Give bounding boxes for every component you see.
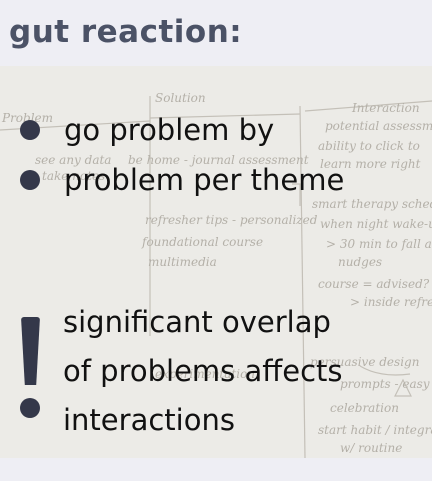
note-line: of problems affects	[63, 354, 343, 388]
scribble: nudges	[338, 255, 382, 269]
scribble: experimentation	[155, 367, 255, 381]
pencil-sketch: Solution Problem Interaction potential a…	[0, 91, 432, 458]
bullet-item: problem per theme	[0, 162, 344, 198]
scribble: Problem	[1, 111, 53, 125]
bullet-text: go problem by	[64, 113, 275, 147]
scribble: be home - journal assessment	[128, 153, 309, 167]
scribble: start habit / integrate	[318, 423, 432, 437]
note-line: interactions	[63, 403, 235, 437]
scribble: Solution	[155, 91, 206, 105]
scribble: learn more right	[320, 157, 421, 171]
scribble: multimedia	[148, 255, 217, 269]
scribble: celebration	[330, 401, 399, 415]
scribble: Interaction	[351, 101, 420, 115]
bullet-dot-icon	[20, 170, 40, 190]
scribble: > 30 min to fall asleep	[326, 237, 432, 251]
scribble: course = advised?	[318, 277, 430, 291]
bullet-text: problem per theme	[64, 163, 345, 197]
bullet-dot-icon	[20, 120, 40, 140]
scribble: when night wake-ups	[320, 217, 432, 231]
scribble: prompts - easy	[340, 377, 430, 391]
exclamation-icon	[20, 317, 41, 418]
scribble: take notes	[42, 169, 105, 183]
whiteboard-photo: Solution Problem Interaction potential a…	[0, 66, 432, 458]
scribble: refresher tips - personalized	[145, 213, 318, 227]
overlap-note: significant overlap of problems affects …	[63, 298, 343, 445]
slide-title: gut reaction:	[9, 14, 243, 50]
note-line: significant overlap	[63, 305, 331, 339]
scribble: > inside refresher	[350, 295, 432, 309]
scribble: see any data	[35, 153, 111, 167]
scribble: foundational course	[141, 235, 263, 249]
scribble: ability to click to	[318, 139, 420, 153]
scribble: potential assessment	[325, 119, 432, 133]
bullet-item: go problem by	[0, 112, 274, 148]
scribble: w/ routine	[340, 441, 402, 455]
scribble: persuasive design	[310, 355, 419, 369]
scribble: smart therapy schedule	[312, 197, 432, 211]
